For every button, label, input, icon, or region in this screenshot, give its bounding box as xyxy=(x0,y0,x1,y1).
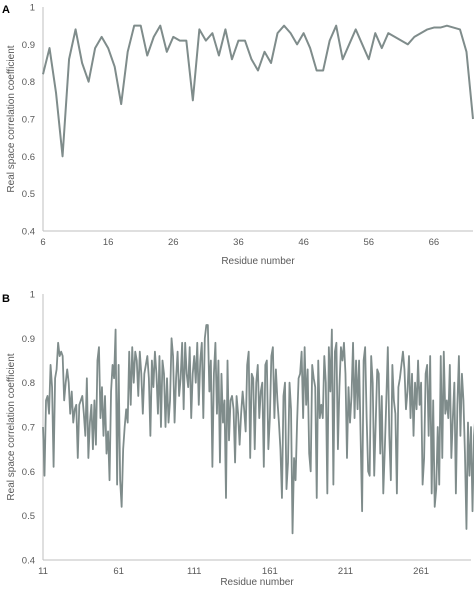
panel-a-x-ticks: 6 16 26 36 46 56 66 xyxy=(40,237,439,248)
panel-b-x-tick-label: 161 xyxy=(262,566,278,577)
panel-b-x-axis-label: Residue number xyxy=(220,577,294,588)
panel-a-y-tick-label: 0.8 xyxy=(22,77,35,88)
panel-b-y-tick-label: 0.6 xyxy=(22,467,35,478)
panel-a-series-line xyxy=(42,24,474,158)
panel-a-y-tick-label: 0.6 xyxy=(22,152,35,163)
panel-b-y-tick-label: 0.9 xyxy=(22,334,35,345)
panel-a-x-tick-label: 46 xyxy=(298,237,309,248)
panel-a-x-tick-label: 26 xyxy=(168,237,179,248)
panel-b-series-line xyxy=(42,324,474,535)
panel-b-x-tick-label: 261 xyxy=(413,566,429,577)
panel-b-x-ticks: 11 61 111 161 211 261 xyxy=(38,566,429,577)
panel-a-x-tick-label: 16 xyxy=(103,237,114,248)
panel-a-x-tick-label: 6 xyxy=(40,237,45,248)
panel-a-y-tick-label: 0.7 xyxy=(22,115,35,126)
panel-a-x-tick-label: 66 xyxy=(429,237,440,248)
panel-b-chart: B 0.4 0.5 0.6 0.7 0.8 0.9 1 11 61 111 161 211 261 R… xyxy=(2,290,474,588)
panel-b-y-tick-label: 0.4 xyxy=(22,556,35,567)
panel-a-letter: A xyxy=(2,4,10,16)
panel-b-x-tick-label: 111 xyxy=(187,566,201,577)
panel-b-y-axis-label: Real space correlation coefficient xyxy=(6,353,17,500)
panel-a-y-axis-label: Real space correlation coefficient xyxy=(6,45,17,192)
panel-b-y-ticks: 0.4 0.5 0.6 0.7 0.8 0.9 1 xyxy=(22,290,35,567)
panel-a-x-tick-label: 56 xyxy=(363,237,374,248)
panel-a-chart: A 0.4 0.5 0.6 0.7 0.8 0.9 1 6 16 26 36 46 56 66 Resi… xyxy=(2,3,474,267)
panel-a-x-axis-label: Residue number xyxy=(221,256,295,267)
panel-a-y-tick-label: 1 xyxy=(30,3,35,14)
panel-b-x-tick-label: 11 xyxy=(38,566,48,577)
panel-b-x-tick-label: 211 xyxy=(338,566,353,577)
panel-b-y-tick-label: 1 xyxy=(30,290,35,301)
panel-b-x-tick-label: 61 xyxy=(113,566,124,577)
panel-a-y-tick-label: 0.5 xyxy=(22,189,35,200)
panel-b-letter: B xyxy=(2,293,10,305)
panel-a-y-tick-label: 0.4 xyxy=(22,227,35,238)
panel-a-y-ticks: 0.4 0.5 0.6 0.7 0.8 0.9 1 xyxy=(22,3,35,238)
panel-b-y-tick-label: 0.7 xyxy=(22,423,35,434)
panel-a-y-tick-label: 0.9 xyxy=(22,40,35,51)
panel-a-x-tick-label: 36 xyxy=(233,237,244,248)
panel-b-y-tick-label: 0.5 xyxy=(22,511,35,522)
panel-b-y-tick-label: 0.8 xyxy=(22,378,35,389)
